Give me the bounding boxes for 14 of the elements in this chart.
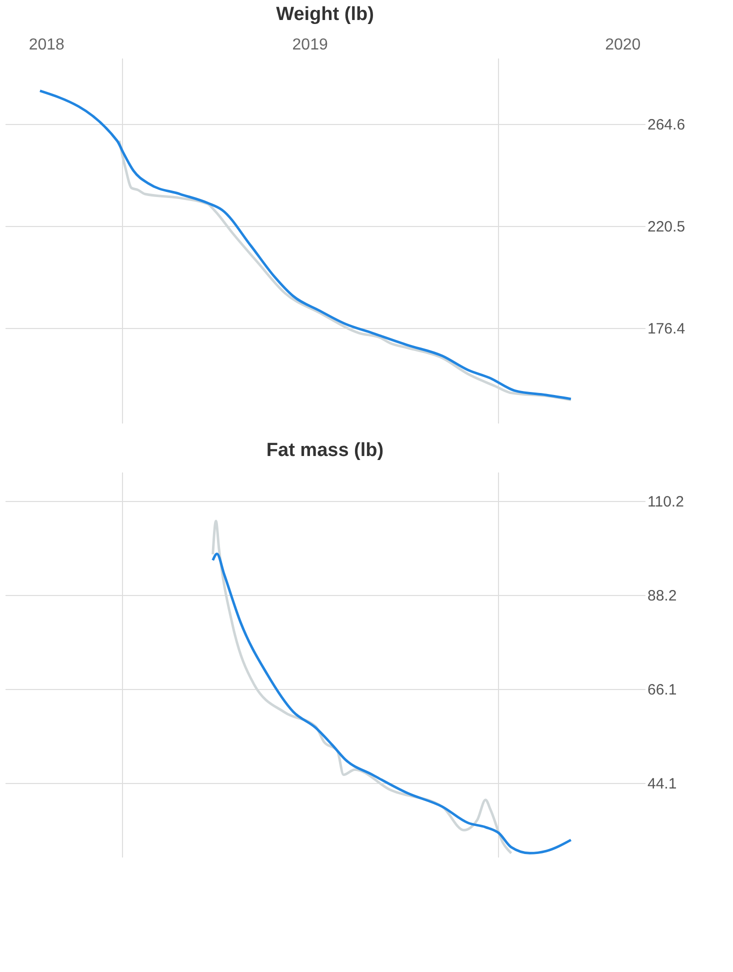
line-series xyxy=(212,552,572,854)
line-series xyxy=(38,90,572,400)
y-tick-label: 176.4 xyxy=(648,320,686,338)
y-tick-label: 66.1 xyxy=(648,682,677,699)
x-tick-label: 2019 xyxy=(292,36,328,54)
y-tick-label: 110.2 xyxy=(648,493,684,510)
y-tick-label: 220.5 xyxy=(648,218,686,236)
chart-title: Fat mass (lb) xyxy=(266,440,384,461)
x-tick-label: 2020 xyxy=(605,36,641,54)
y-tick-label: 88.2 xyxy=(648,587,677,604)
x-tick-label: 2018 xyxy=(28,36,65,54)
chart-title: Weight (lb) xyxy=(276,4,374,25)
y-tick-label: 44.1 xyxy=(648,775,677,792)
y-tick-label: 264.6 xyxy=(648,116,686,134)
